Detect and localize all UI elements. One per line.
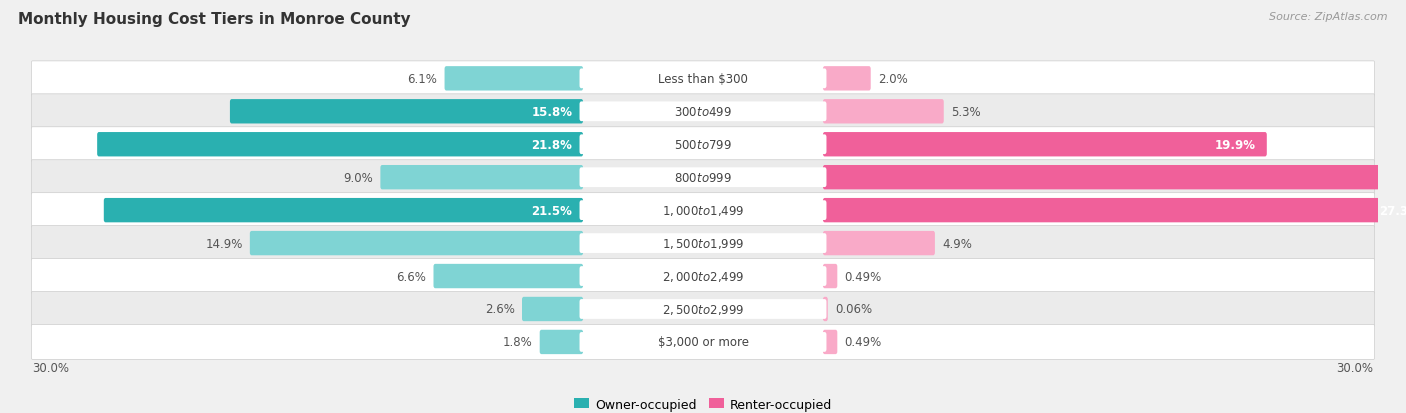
FancyBboxPatch shape: [231, 100, 583, 124]
FancyBboxPatch shape: [31, 193, 1375, 228]
FancyBboxPatch shape: [579, 266, 827, 286]
FancyBboxPatch shape: [823, 67, 870, 91]
Text: $300 to $499: $300 to $499: [673, 106, 733, 119]
Text: 19.9%: 19.9%: [1215, 138, 1256, 152]
FancyBboxPatch shape: [823, 199, 1406, 223]
FancyBboxPatch shape: [823, 330, 838, 354]
Text: 4.9%: 4.9%: [942, 237, 972, 250]
FancyBboxPatch shape: [579, 168, 827, 188]
FancyBboxPatch shape: [823, 133, 1267, 157]
Text: $500 to $799: $500 to $799: [673, 138, 733, 152]
Text: Monthly Housing Cost Tiers in Monroe County: Monthly Housing Cost Tiers in Monroe Cou…: [18, 12, 411, 27]
Text: $800 to $999: $800 to $999: [673, 171, 733, 184]
FancyBboxPatch shape: [31, 226, 1375, 261]
Text: 14.9%: 14.9%: [205, 237, 243, 250]
FancyBboxPatch shape: [31, 292, 1375, 327]
FancyBboxPatch shape: [579, 201, 827, 221]
FancyBboxPatch shape: [540, 330, 583, 354]
Text: 1.8%: 1.8%: [503, 336, 533, 349]
FancyBboxPatch shape: [31, 259, 1375, 294]
FancyBboxPatch shape: [823, 264, 838, 289]
FancyBboxPatch shape: [250, 231, 583, 256]
Text: 6.6%: 6.6%: [396, 270, 426, 283]
Text: Source: ZipAtlas.com: Source: ZipAtlas.com: [1270, 12, 1388, 22]
Text: Less than $300: Less than $300: [658, 73, 748, 85]
Text: 9.0%: 9.0%: [343, 171, 374, 184]
Text: $1,500 to $1,999: $1,500 to $1,999: [662, 237, 744, 251]
Text: 0.49%: 0.49%: [845, 336, 882, 349]
FancyBboxPatch shape: [579, 135, 827, 155]
Text: 2.6%: 2.6%: [485, 303, 515, 316]
FancyBboxPatch shape: [31, 160, 1375, 195]
FancyBboxPatch shape: [823, 231, 935, 256]
FancyBboxPatch shape: [579, 234, 827, 253]
FancyBboxPatch shape: [104, 199, 583, 223]
Legend: Owner-occupied, Renter-occupied: Owner-occupied, Renter-occupied: [574, 398, 832, 411]
Text: $2,000 to $2,499: $2,000 to $2,499: [662, 269, 744, 283]
Text: 21.5%: 21.5%: [531, 204, 572, 217]
FancyBboxPatch shape: [823, 100, 943, 124]
FancyBboxPatch shape: [823, 297, 828, 321]
Text: $2,500 to $2,999: $2,500 to $2,999: [662, 302, 744, 316]
FancyBboxPatch shape: [31, 62, 1375, 97]
Text: 0.49%: 0.49%: [845, 270, 882, 283]
Text: 27.3%: 27.3%: [1379, 204, 1406, 217]
Text: 0.06%: 0.06%: [835, 303, 872, 316]
FancyBboxPatch shape: [31, 128, 1375, 162]
FancyBboxPatch shape: [433, 264, 583, 289]
Text: 30.0%: 30.0%: [32, 361, 69, 374]
Text: 15.8%: 15.8%: [531, 106, 572, 119]
FancyBboxPatch shape: [97, 133, 583, 157]
FancyBboxPatch shape: [579, 69, 827, 89]
FancyBboxPatch shape: [579, 332, 827, 352]
Text: $3,000 or more: $3,000 or more: [658, 336, 748, 349]
FancyBboxPatch shape: [31, 95, 1375, 129]
FancyBboxPatch shape: [823, 166, 1406, 190]
Text: 30.0%: 30.0%: [1337, 361, 1374, 374]
Text: $1,000 to $1,499: $1,000 to $1,499: [662, 204, 744, 218]
Text: 2.0%: 2.0%: [877, 73, 907, 85]
FancyBboxPatch shape: [381, 166, 583, 190]
FancyBboxPatch shape: [522, 297, 583, 321]
Text: 21.8%: 21.8%: [531, 138, 572, 152]
FancyBboxPatch shape: [579, 102, 827, 122]
FancyBboxPatch shape: [444, 67, 583, 91]
FancyBboxPatch shape: [31, 325, 1375, 360]
FancyBboxPatch shape: [579, 299, 827, 319]
Text: 6.1%: 6.1%: [408, 73, 437, 85]
Text: 5.3%: 5.3%: [950, 106, 980, 119]
